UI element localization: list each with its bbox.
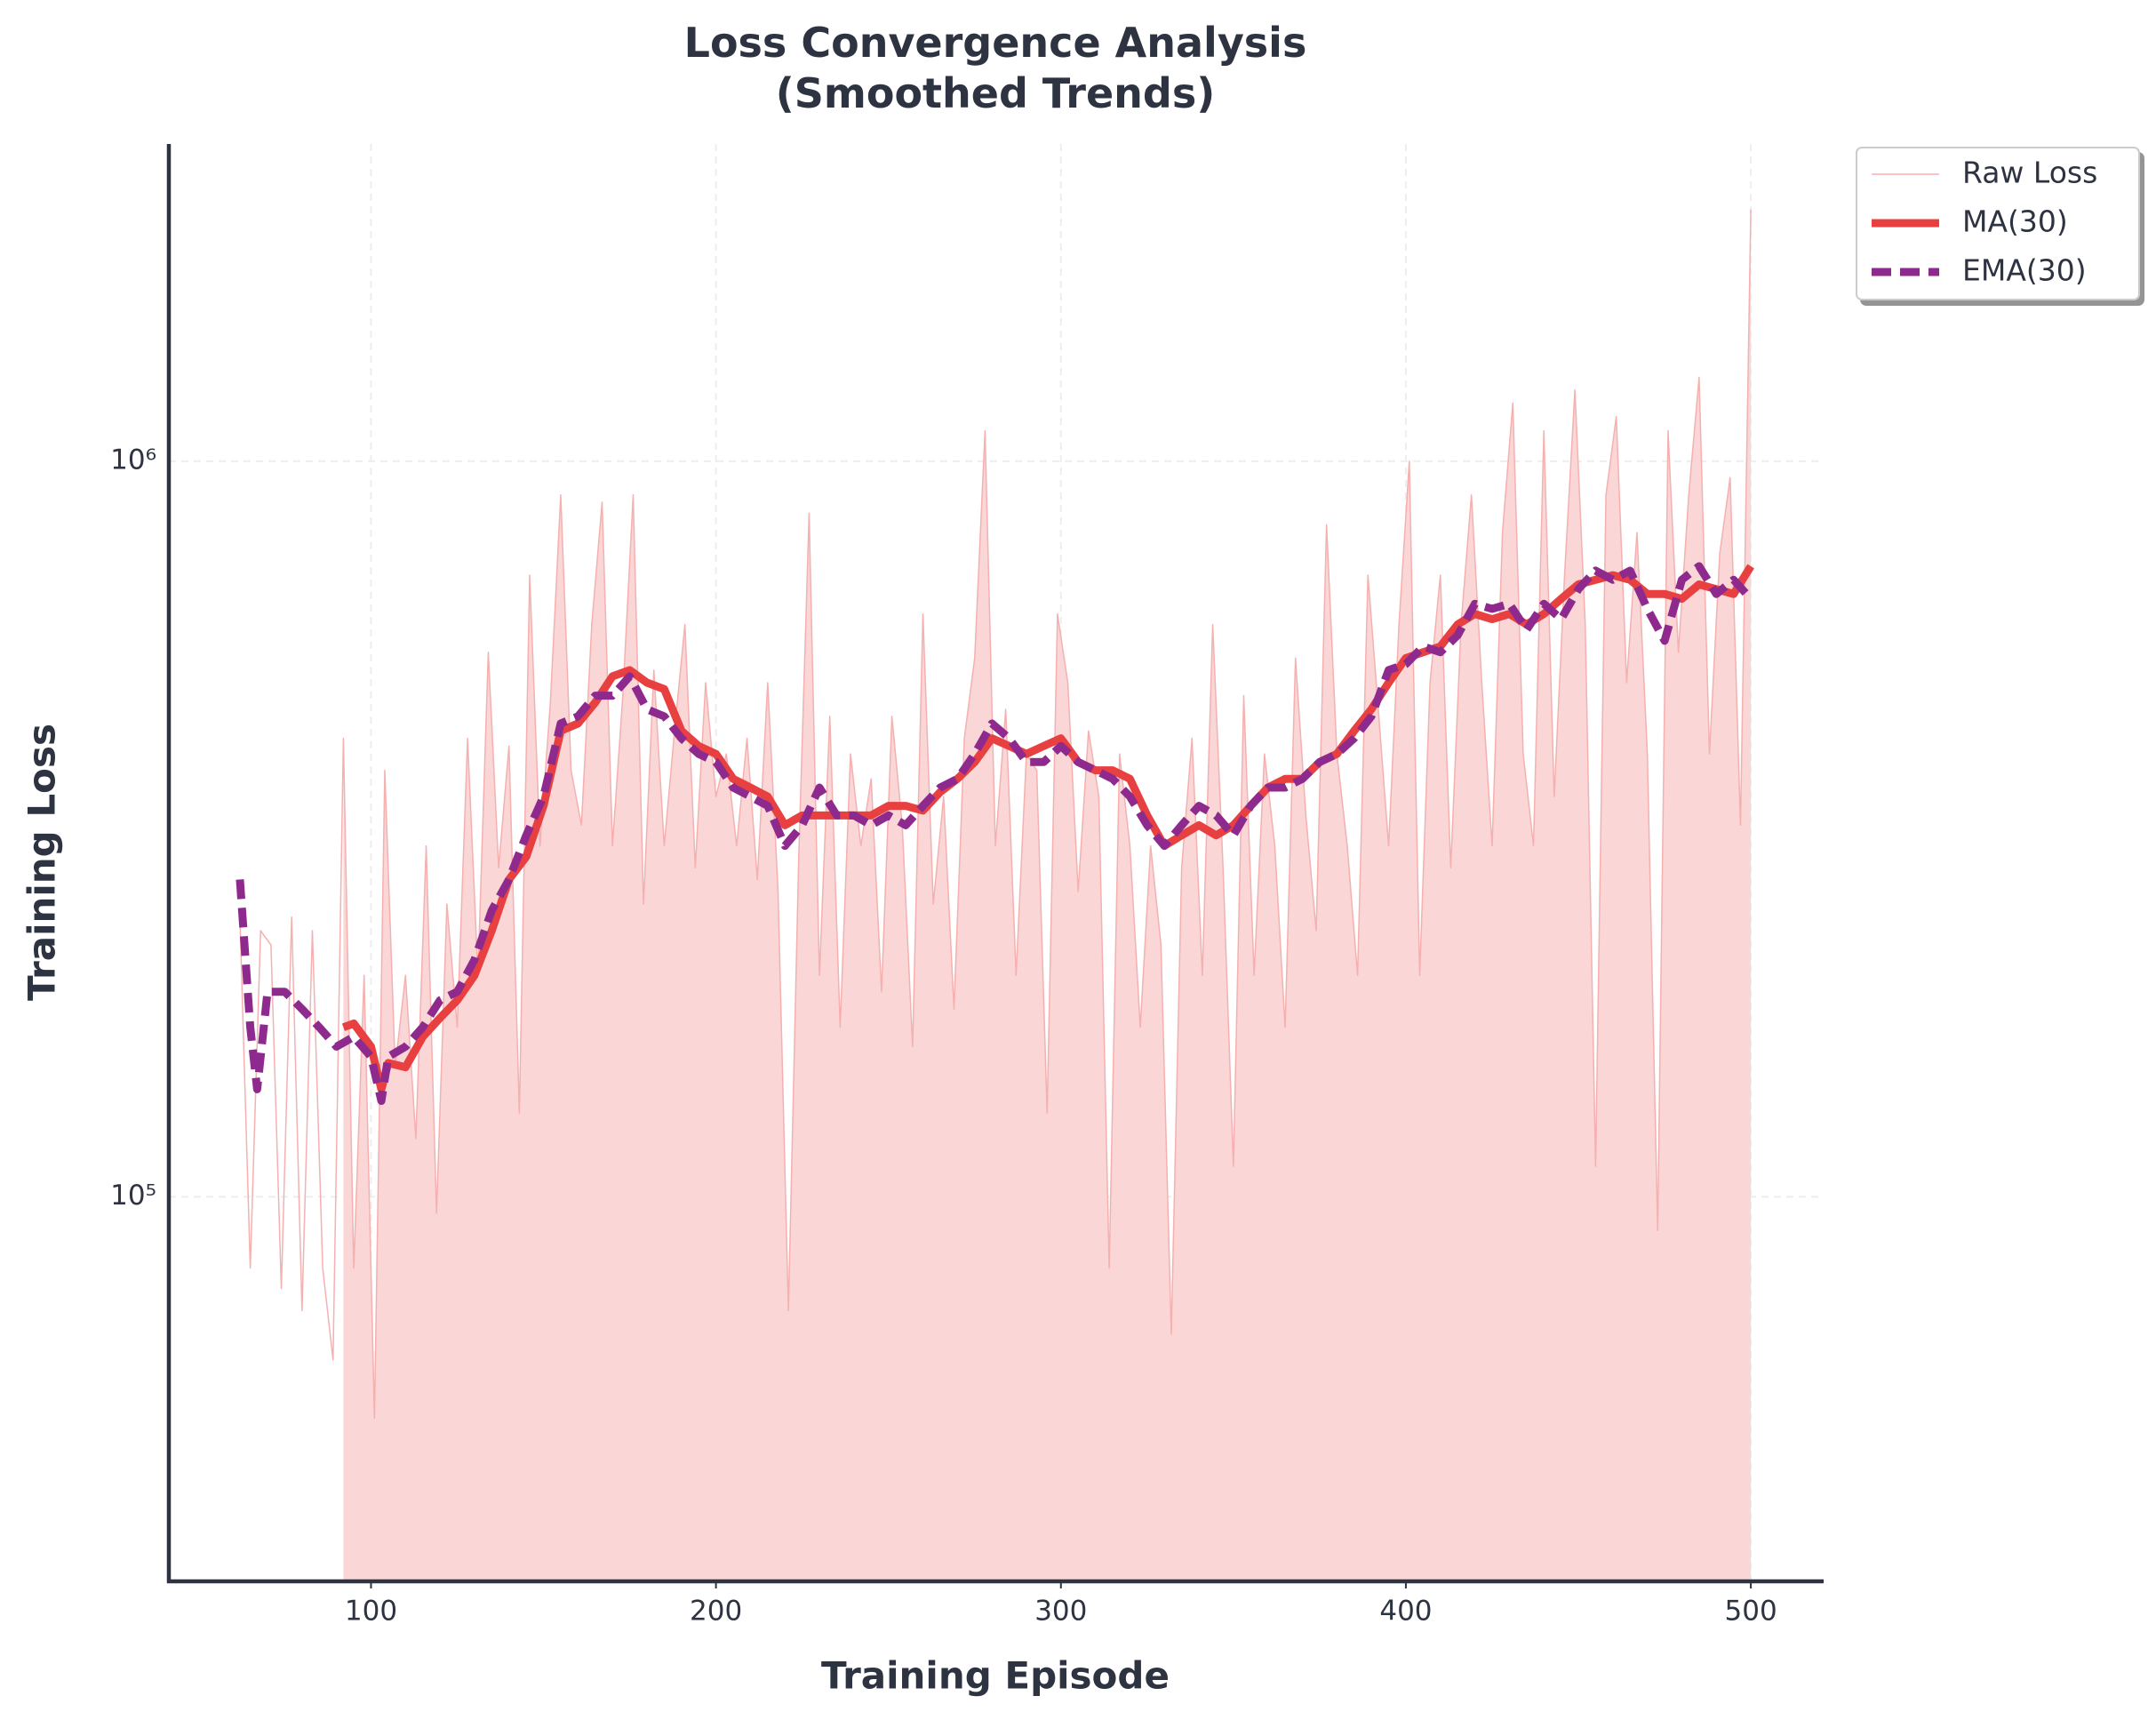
- y-axis-label: Training Loss: [20, 724, 64, 1001]
- x-tick-label: 100: [345, 1596, 397, 1628]
- legend: Raw Loss MA(30) EMA(30): [1856, 147, 2140, 300]
- series-line: [341, 564, 1754, 1093]
- series-line: [236, 562, 1754, 1106]
- chart-title: Loss Convergence Analysis (Smoothed Trend…: [684, 19, 1307, 117]
- legend-label: Raw Loss: [1962, 156, 2097, 190]
- x-tick-label: 400: [1379, 1596, 1432, 1628]
- plot-area: [236, 209, 1754, 1581]
- series-line: [239, 209, 1752, 1420]
- legend-label: MA(30): [1962, 204, 2068, 239]
- x-axis-label: Training Episode: [821, 1654, 1170, 1698]
- x-tick-label: 300: [1034, 1596, 1087, 1628]
- area-fill: [343, 209, 1752, 1581]
- x-tick-label: 500: [1725, 1596, 1777, 1628]
- legend-box: [1856, 147, 2140, 300]
- y-tick-label: 10⁵: [110, 1180, 156, 1212]
- y-tick-label: 10⁶: [110, 444, 156, 476]
- x-tick-label: 200: [690, 1596, 742, 1628]
- legend-label: EMA(30): [1962, 253, 2087, 288]
